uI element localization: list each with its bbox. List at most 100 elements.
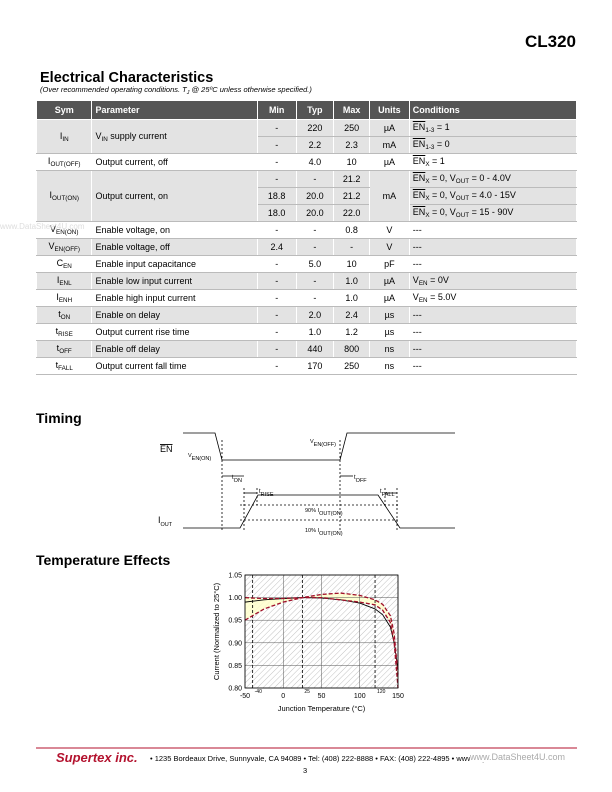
table-cell: VEN(OFF) (35, 238, 93, 256)
table-cell: --- (408, 238, 578, 256)
text-segment: X (425, 195, 430, 202)
series-line (244, 597, 399, 670)
table-cell: Output current, on (91, 170, 258, 222)
table-row: IOUT(OFF) Output current, off -4.0 10 µA ENX … (35, 153, 578, 171)
text-segment: EN(ON) (192, 456, 212, 462)
text-segment: t (58, 309, 61, 319)
table-cell: - (256, 221, 297, 239)
text-segment: EN(ON) (56, 229, 79, 236)
text-segment: IN (62, 135, 69, 143)
table-cell: tOFF (35, 340, 93, 358)
column-header: Units (369, 100, 410, 120)
text-segment: EN (412, 190, 426, 200)
text-segment: V (95, 130, 102, 141)
text-segment: I (56, 275, 60, 285)
text-segment: RISE (58, 331, 73, 338)
table-cell: - (256, 289, 297, 307)
table-cell: 22.0 (333, 204, 371, 222)
table-row: tON Enable on delay -2.0 2.4 µs --- (35, 306, 578, 324)
table-cell: 20.0 (295, 204, 335, 222)
text-segment: OUT (455, 195, 470, 202)
text-segment: J (186, 90, 190, 96)
text-segment: EN (412, 207, 426, 217)
text-segment: IN (101, 135, 108, 143)
column-header: Typ (295, 100, 335, 120)
text-segment: OFF (59, 348, 72, 355)
text-segment: = 4.0 - 15V (469, 190, 516, 200)
section-title: Temperature Effects (36, 552, 171, 568)
text-segment: V (412, 292, 419, 302)
table-cell: - (256, 255, 297, 273)
y-tick-label: 1.05 (228, 573, 242, 580)
table-cell: 1.0 (295, 323, 335, 341)
text-segment: ENH (58, 297, 73, 304)
timing-label: tON (232, 475, 242, 484)
spec-table: Sym Parameter Min Typ Max Units Conditions IIN V… (35, 100, 578, 375)
text-segment: = 0V (427, 275, 449, 285)
table-cell: mA (369, 136, 410, 154)
section-subtitle: (Over recommended operating conditions. … (40, 85, 312, 96)
text-segment: t (56, 343, 60, 353)
table-cell: 1.0 (333, 272, 371, 290)
text-segment: EN (412, 139, 426, 149)
table-cell: - (256, 136, 297, 154)
logo: Supertex inc. (56, 750, 138, 765)
text-segment: ON (234, 478, 242, 484)
section-title: Electrical Characteristics (40, 70, 214, 86)
text-segment: @ 25ºC unless otherwise specified.) (189, 85, 312, 94)
table-cell: 21.2 (333, 187, 371, 205)
table-row: 18.8 20.0 21.2 ENX = 0, VOUT = 4.0 - 15V (37, 187, 578, 205)
text-segment: = 1 (434, 122, 450, 132)
y-tick-label: 1.00 (228, 595, 242, 602)
table-cell: ENX = 0, VOUT = 0 - 4.0V (408, 170, 578, 188)
table-row: VEN(ON) Enable voltage, on - -0.8 V --- (35, 221, 578, 239)
series-line (244, 596, 399, 689)
table-cell: EN1-3 = 0 (408, 136, 578, 154)
table-cell: tRISE (35, 323, 93, 341)
text-segment: 10% I (305, 528, 320, 534)
table-cell: VIN supply current (91, 119, 258, 154)
table-cell: - (333, 238, 371, 256)
table-row: VEN(OFF) Enable voltage, off 2.4- - V --- (35, 238, 578, 256)
table-cell: - (295, 238, 335, 256)
text-segment: 1-3 (425, 144, 435, 151)
text-segment: I (49, 190, 53, 200)
table-cell: ENX = 0, VOUT = 15 - 90V (408, 204, 578, 222)
text-segment: EN(OFF) (314, 442, 336, 448)
table-cell: Enable voltage, on (91, 221, 258, 239)
table-row: tRISE Output current rise time -1.0 1.2 µs --… (35, 323, 578, 341)
table-cell: ENX = 1 (408, 153, 578, 171)
table-cell: 20.0 (295, 187, 335, 205)
table-cell: Output current fall time (91, 357, 258, 375)
table-cell: --- (408, 357, 578, 375)
table-cell: 10 (333, 255, 371, 273)
text-segment: t (232, 475, 234, 481)
table-row: IIN VIN supply current -220 250 µA EN1-3 = 1 (35, 119, 578, 154)
marker-label: 25 (304, 689, 310, 695)
table-cell: 440 (295, 340, 335, 358)
table-cell: ns (369, 340, 410, 358)
series-line (244, 592, 399, 675)
text-segment: X (425, 161, 430, 168)
table-cell: ns (369, 357, 410, 375)
marker-label: -40 (255, 689, 262, 695)
table-cell: µs (369, 306, 410, 324)
iout-waveform (183, 494, 455, 529)
text-segment: EN (418, 280, 428, 287)
text-segment: EN (412, 156, 426, 166)
text-segment: EN (418, 297, 428, 304)
timing-label: tOFF (354, 475, 367, 484)
marker-label: 120 (377, 689, 386, 695)
table-cell: pF (369, 255, 410, 273)
table-cell: IIN (35, 119, 93, 154)
text-segment: V (412, 275, 419, 285)
table-row: CEN Enable input capacitance -5.0 10 pF --- (35, 255, 578, 273)
table-cell: - (295, 170, 335, 188)
timing-label: tRISE (259, 489, 274, 498)
table-cell: 4.0 (295, 153, 335, 171)
table-cell: 5.0 (295, 255, 335, 273)
text-segment: 90% I (305, 508, 320, 514)
table-cell: VEN = 0V (408, 272, 578, 290)
table-cell: EN1-3 = 1 (408, 119, 578, 137)
table-cell: Enable on delay (91, 306, 258, 324)
